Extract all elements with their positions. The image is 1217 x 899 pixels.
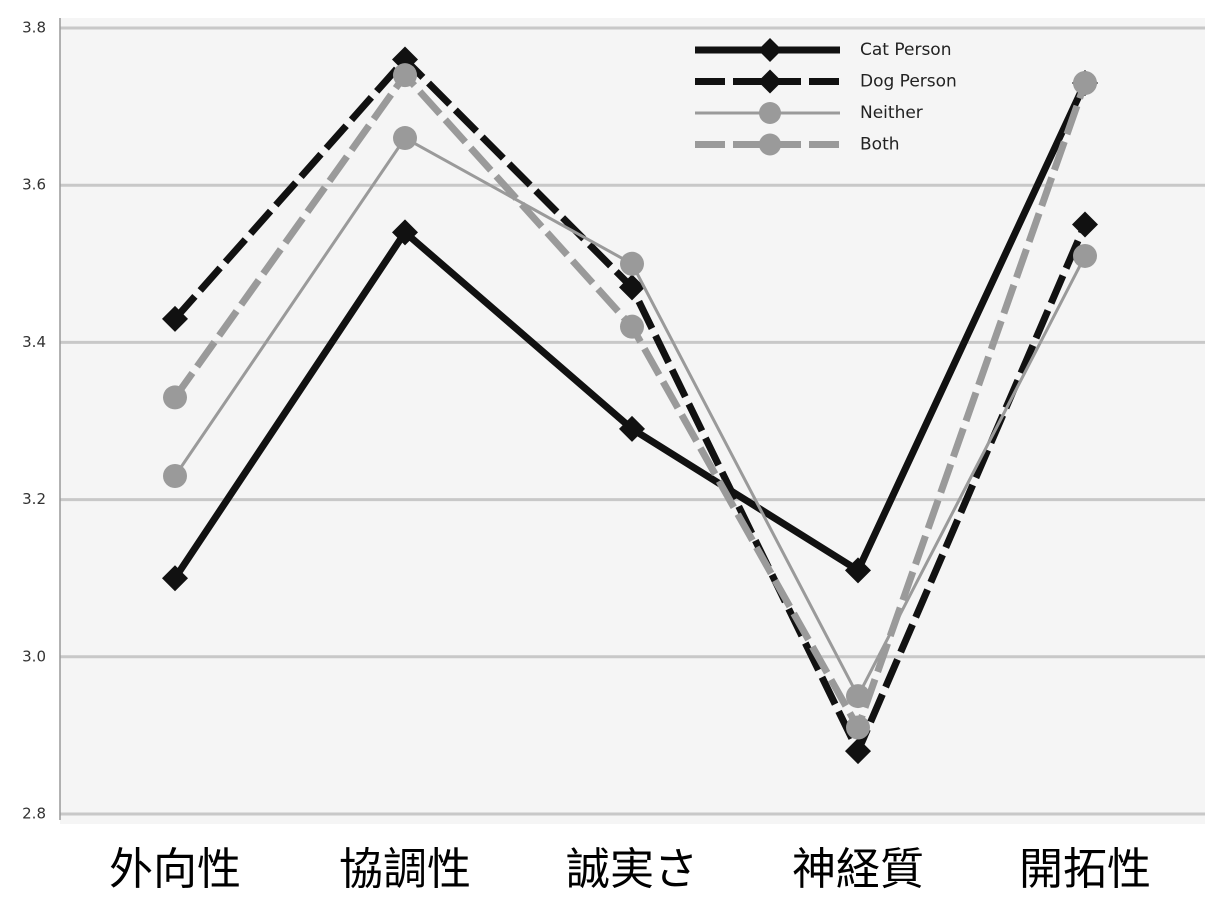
legend-marker: [759, 102, 781, 124]
legend-marker: [758, 38, 782, 62]
point: [845, 557, 871, 584]
point: [845, 738, 871, 765]
point: [846, 715, 870, 740]
legend-label: Both: [860, 135, 900, 155]
x-tick-label: 外向性: [109, 844, 241, 895]
point: [1072, 211, 1098, 238]
legend-label: Neither: [860, 103, 923, 123]
x-tick-label: 誠実さ: [566, 844, 698, 895]
x-tick-label: 協調性: [339, 844, 471, 895]
point: [392, 46, 418, 73]
point: [392, 219, 418, 246]
point: [619, 274, 645, 301]
y-tick-label: 3.6: [22, 176, 46, 194]
point: [393, 126, 417, 151]
point: [1073, 243, 1097, 268]
legend-marker: [758, 69, 782, 94]
y-tick-label: 3.4: [22, 333, 46, 351]
x-tick-label: 開拓性: [1019, 844, 1151, 895]
point: [393, 63, 417, 88]
legend-label: Dog Person: [860, 72, 957, 92]
y-tick-label: 3.8: [22, 19, 46, 37]
point: [1073, 71, 1097, 96]
y-tick-label: 3.0: [22, 647, 46, 665]
y-tick-label: 2.8: [22, 805, 46, 823]
point: [162, 565, 188, 592]
point: [619, 415, 645, 442]
point: [163, 464, 187, 489]
point: [163, 385, 187, 410]
point: [620, 314, 644, 339]
point: [162, 305, 188, 332]
point: [620, 251, 644, 276]
legend-marker: [759, 133, 781, 156]
legend-label: Cat Person: [860, 40, 951, 60]
y-tick-label: 3.2: [22, 490, 46, 508]
x-tick-label: 神経質: [792, 844, 924, 895]
